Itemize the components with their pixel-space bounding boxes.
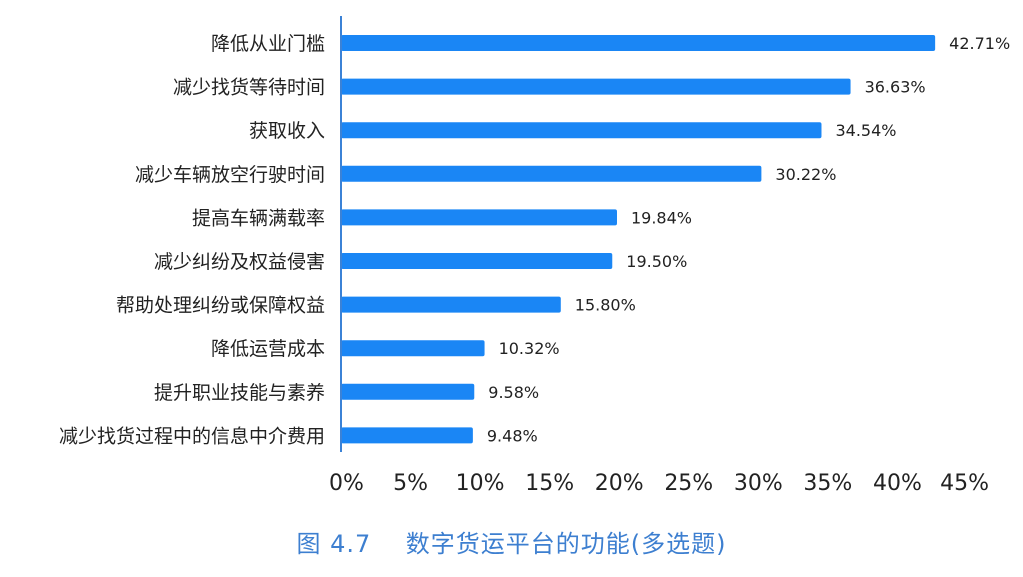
category-label: 减少找货等待时间 [173, 77, 325, 99]
figure-caption: 图 4.7 数字货运平台的功能(多选题) [0, 524, 1023, 559]
x-tick-label: 15% [525, 471, 574, 496]
value-label: 9.58% [488, 383, 539, 402]
category-label: 降低从业门槛 [211, 33, 325, 55]
value-label: 30.22% [775, 165, 836, 184]
value-label: 19.50% [626, 252, 687, 271]
x-tick-label: 35% [803, 471, 852, 496]
value-label: 34.54% [835, 121, 896, 140]
bar [341, 209, 617, 226]
bar [341, 165, 762, 182]
value-label: 10.32% [499, 339, 560, 358]
bar [341, 383, 475, 400]
value-label: 19.84% [631, 208, 692, 227]
bar [341, 122, 822, 139]
category-labels-group: 降低从业门槛减少找货等待时间获取收入减少车辆放空行驶时间提高车辆满载率减少纠纷及… [59, 33, 325, 447]
category-label: 提高车辆满载率 [192, 207, 325, 229]
bar [341, 253, 613, 269]
x-tick-label: 45% [940, 471, 989, 496]
bar [341, 340, 485, 357]
bars-group [341, 35, 936, 444]
bar [341, 296, 561, 313]
x-tick-label: 40% [873, 471, 922, 496]
bar [341, 427, 473, 444]
x-tick-label: 0% [329, 471, 364, 496]
bar [341, 78, 851, 95]
category-label: 降低运营成本 [211, 338, 325, 360]
value-label: 42.71% [949, 34, 1010, 53]
category-label: 提升职业技能与素养 [154, 382, 325, 404]
value-label: 9.48% [487, 426, 538, 445]
x-tick-label: 30% [734, 471, 783, 496]
category-label: 减少纠纷及权益侵害 [154, 251, 325, 273]
category-label: 减少车辆放空行驶时间 [135, 164, 325, 186]
x-tick-label: 10% [456, 471, 505, 496]
figure-caption-text: 数字货运平台的功能(多选题) [405, 530, 727, 558]
value-label: 15.80% [575, 296, 636, 315]
x-tick-label: 25% [664, 471, 713, 496]
category-label: 帮助处理纠纷或保障权益 [116, 295, 325, 317]
x-tick-labels-group: 0% 5% 10% 15% 20% 25% 30% 35% 40% 45% [329, 471, 989, 496]
category-label: 减少找货过程中的信息中介费用 [59, 425, 325, 447]
category-label: 获取收入 [249, 120, 325, 142]
bar [341, 35, 936, 51]
figure-number: 图 4.7 [296, 530, 372, 558]
value-labels-group: 42.71% 36.63% 34.54% 30.22% 19.84% 19.50% 15.8… [487, 34, 1010, 445]
bar-chart: 降低从业门槛减少找货等待时间获取收入减少车辆放空行驶时间提高车辆满载率减少纠纷及… [59, 16, 1010, 496]
x-tick-label: 20% [595, 471, 644, 496]
value-label: 36.63% [865, 78, 926, 97]
x-tick-label: 5% [393, 471, 428, 496]
